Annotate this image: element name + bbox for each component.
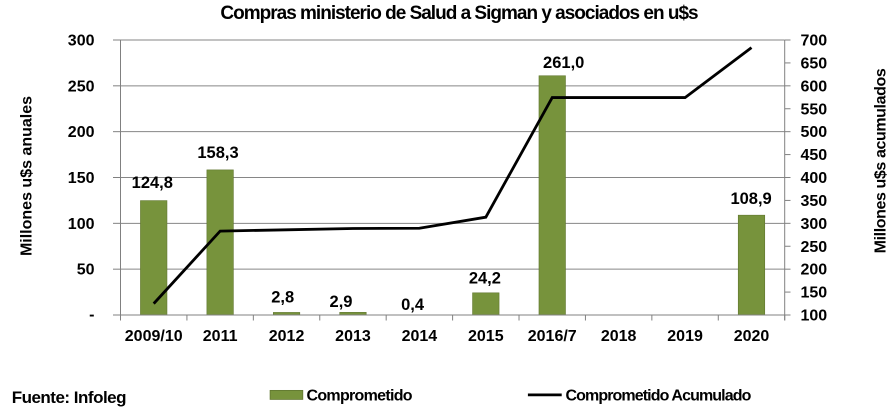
svg-text:50: 50 — [77, 262, 95, 279]
svg-text:550: 550 — [801, 101, 828, 118]
svg-text:2016/7: 2016/7 — [528, 328, 577, 345]
svg-text:Millones u$s anuales: Millones u$s anuales — [19, 96, 36, 256]
svg-text:200: 200 — [801, 262, 828, 279]
svg-text:2,9: 2,9 — [330, 293, 353, 311]
svg-text:158,3: 158,3 — [197, 144, 238, 162]
svg-text:150: 150 — [68, 170, 95, 187]
svg-text:200: 200 — [68, 124, 95, 141]
svg-text:500: 500 — [801, 124, 828, 141]
svg-text:2009/10: 2009/10 — [125, 328, 183, 345]
svg-text:-: - — [89, 307, 94, 324]
svg-text:Comprometido Acumulado: Comprometido Acumulado — [566, 387, 752, 404]
svg-text:700: 700 — [801, 33, 828, 50]
svg-text:108,9: 108,9 — [730, 190, 771, 208]
svg-text:2012: 2012 — [269, 328, 305, 345]
svg-text:124,8: 124,8 — [132, 174, 173, 192]
svg-text:2014: 2014 — [402, 328, 438, 345]
svg-text:Millones u$s acumulados: Millones u$s acumulados — [873, 68, 888, 253]
svg-text:Comprometido: Comprometido — [307, 387, 413, 404]
svg-text:0,4: 0,4 — [401, 296, 425, 314]
svg-text:Fuente: Infoleg: Fuente: Infoleg — [12, 388, 126, 407]
svg-text:100: 100 — [801, 308, 828, 325]
svg-text:650: 650 — [801, 55, 828, 72]
svg-text:150: 150 — [801, 285, 828, 302]
svg-text:250: 250 — [801, 239, 828, 256]
svg-text:2018: 2018 — [601, 328, 637, 345]
svg-text:400: 400 — [801, 170, 828, 187]
svg-text:100: 100 — [68, 216, 95, 233]
svg-text:261,0: 261,0 — [543, 54, 584, 72]
svg-text:Compras ministerio de Salud a: Compras ministerio de Salud a Sigman y a… — [220, 3, 698, 24]
svg-text:250: 250 — [68, 78, 95, 95]
svg-text:300: 300 — [68, 33, 95, 50]
svg-text:300: 300 — [801, 216, 828, 233]
svg-text:450: 450 — [801, 147, 828, 164]
svg-text:2011: 2011 — [203, 328, 238, 345]
svg-text:2015: 2015 — [468, 328, 504, 345]
svg-text:2,8: 2,8 — [271, 289, 294, 307]
svg-text:600: 600 — [801, 78, 828, 95]
svg-text:2019: 2019 — [667, 328, 703, 345]
svg-text:2020: 2020 — [734, 328, 770, 345]
svg-text:2013: 2013 — [335, 328, 371, 345]
svg-text:24,2: 24,2 — [469, 269, 501, 287]
svg-text:350: 350 — [801, 193, 828, 210]
